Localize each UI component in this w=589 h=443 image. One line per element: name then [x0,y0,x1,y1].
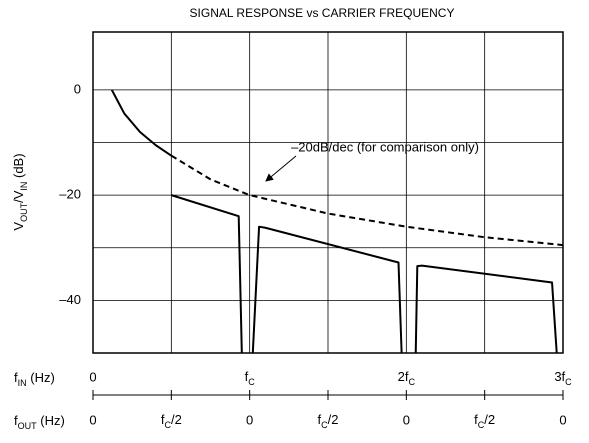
y-tick-label: –40 [59,292,81,307]
text-segment: /2 [328,412,339,427]
chart-title: SIGNAL RESPONSE vs CARRIER FREQUENCY [190,6,455,20]
subscript: C [409,377,416,387]
x-tick-label: 2fC [398,369,416,387]
x-tick-label: 0 [559,412,566,427]
x-axis-label: fIN (Hz) [14,370,55,388]
x-tick-label: 0 [89,412,96,427]
text-segment: /V [11,190,26,203]
text-segment: 3f [554,369,565,384]
data-line [110,89,172,157]
text-segment: f [14,370,18,385]
subscript: C [164,420,171,430]
x-axis-label: fOUT (Hz) [14,413,65,431]
annotation: –20dB/dec (for comparison only) [291,139,479,154]
x-tick-label: fC/2 [474,412,495,430]
x-tick-label: fC/2 [161,412,182,430]
y-axis-label: VOUT/VIN (dB) [11,153,29,230]
subscript: C [565,377,572,387]
text-segment: (dB) [11,153,26,181]
text-segment: f [14,413,18,428]
x-tick-label: 0 [403,412,410,427]
subscript: IN [18,378,27,388]
subscript: OUT [18,421,38,431]
text-segment: f [318,412,322,427]
data-line [170,154,563,247]
text-segment: /2 [484,412,495,427]
subscript: C [478,420,485,430]
x-tick-label: 3fC [554,369,572,387]
x-tick-label: fC [245,369,256,387]
annotation-arrow [265,155,297,182]
text-segment: 2f [398,369,409,384]
x-tick-label: 0 [89,369,96,384]
y-tick-label: –20 [59,187,81,202]
text-segment: f [245,369,249,384]
text-segment: (Hz) [27,370,55,385]
subscript: C [248,377,255,387]
subscript: OUT [19,202,29,222]
subscript: C [321,420,328,430]
text-segment: (Hz) [37,413,65,428]
x-tick-label: fC/2 [318,412,339,430]
subscript: IN [19,182,29,191]
y-tick-label: 0 [74,81,81,96]
text-segment: f [474,412,478,427]
data-line [171,194,558,353]
text-segment: f [161,412,165,427]
text-segment: V [11,222,26,231]
x-tick-label: 0 [246,412,253,427]
text-segment: /2 [171,412,182,427]
